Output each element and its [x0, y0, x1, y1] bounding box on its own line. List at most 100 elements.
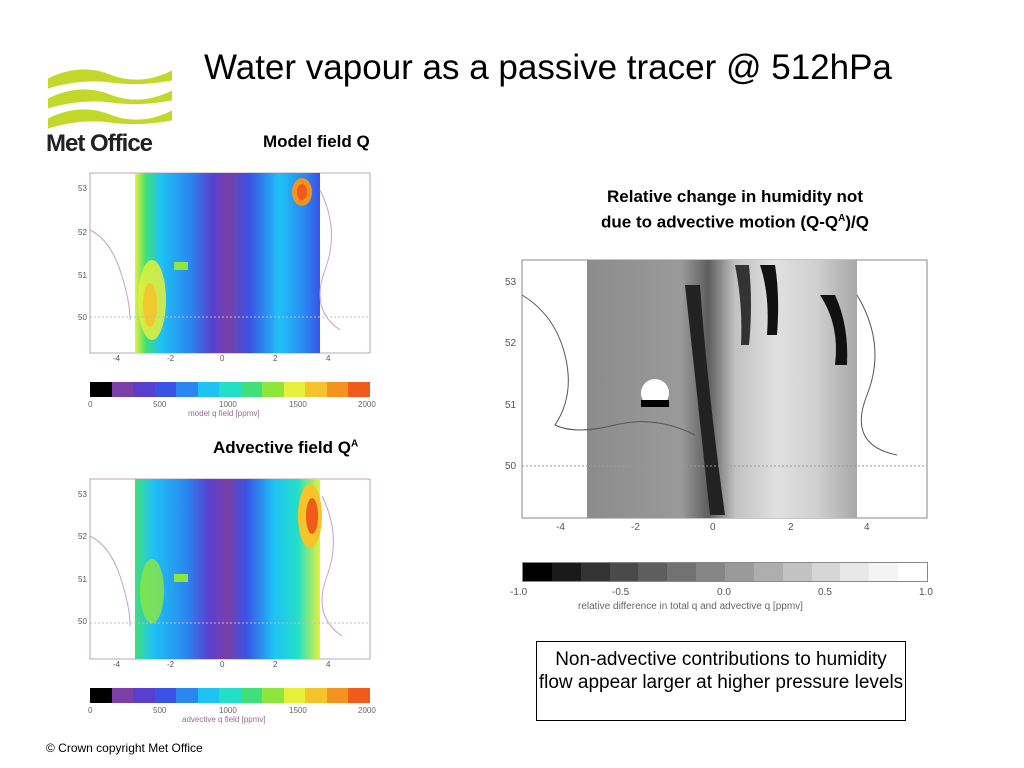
- logo-wordmark: Met Office: [46, 130, 153, 157]
- colorbar-swatch: [176, 688, 198, 703]
- colorbar-swatch: [638, 563, 668, 581]
- colorbar-swatch: [176, 382, 198, 397]
- colorbar-swatch: [326, 688, 349, 703]
- colorbar-swatch: [262, 382, 284, 397]
- colorbar-tick: 1.0: [919, 587, 933, 598]
- colorbar-swatches: [90, 688, 370, 703]
- lat-tick: 51: [78, 271, 87, 280]
- lon-tick: 4: [864, 522, 870, 533]
- colorbar-swatch: [305, 382, 327, 397]
- colorbar-tick: -1.0: [510, 587, 528, 598]
- lon-tick: 4: [326, 660, 331, 669]
- colorbar-swatch: [154, 688, 177, 703]
- colorbar-tick: 1000: [219, 400, 237, 409]
- lat-tick: 50: [505, 461, 517, 472]
- colorbar-swatch: [283, 382, 306, 397]
- model-colorbar: [90, 382, 370, 397]
- lat-tick: 52: [78, 228, 87, 237]
- colorbar-swatch: [154, 382, 177, 397]
- colorbar-tick: 0: [88, 706, 93, 715]
- slide-title: Water vapour as a passive tracer @ 512hP…: [204, 48, 892, 87]
- colorbar-swatch: [551, 563, 581, 581]
- colorbar-swatches: [523, 563, 928, 581]
- colorbar-swatch: [90, 382, 112, 397]
- advective-colorbar: [90, 688, 370, 703]
- relative-change-map: 53 52 51 50 -4 -2 0 2 4: [495, 255, 935, 545]
- colorbar-swatch: [219, 688, 241, 703]
- lon-tick: 2: [788, 522, 794, 533]
- colorbar-swatch: [898, 563, 928, 581]
- colorbar-swatch: [609, 563, 639, 581]
- colorbar-label: advective q field [ppmv]: [182, 715, 266, 724]
- colorbar-swatch: [197, 688, 220, 703]
- lon-tick: -2: [167, 354, 175, 363]
- lat-tick: 53: [78, 184, 87, 193]
- colorbar-swatch: [348, 688, 370, 703]
- lon-tick: 2: [273, 660, 278, 669]
- lon-tick: -4: [113, 354, 121, 363]
- colorbar-swatch: [133, 688, 155, 703]
- colorbar-swatch: [725, 563, 754, 581]
- colorbar-swatch: [90, 688, 112, 703]
- colorbar-label: model q field [ppmv]: [188, 409, 260, 418]
- lat-tick: 53: [78, 490, 87, 499]
- lat-tick: 51: [505, 400, 517, 411]
- colorbar-swatch: [133, 382, 155, 397]
- lat-tick: 53: [505, 277, 517, 288]
- lat-tick: 52: [505, 338, 517, 349]
- colorbar-swatches: [90, 382, 370, 397]
- colorbar-swatch: [869, 563, 899, 581]
- colorbar-swatch: [240, 382, 263, 397]
- model-field-map: 53 52 51 50 -4 -2 0 2 4: [70, 170, 380, 363]
- model-field-caption: Model field Q: [263, 132, 370, 151]
- lon-tick: 0: [220, 354, 225, 363]
- lon-tick: -4: [113, 660, 121, 669]
- lon-tick: -2: [631, 522, 640, 533]
- colorbar-swatch: [262, 688, 284, 703]
- colorbar-tick: 0.0: [717, 587, 731, 598]
- colorbar-swatch: [348, 382, 370, 397]
- colorbar-swatch: [326, 382, 349, 397]
- colorbar-swatch: [240, 688, 263, 703]
- colorbar-swatch: [111, 382, 134, 397]
- colorbar-tick: -0.5: [612, 587, 630, 598]
- lat-tick: 50: [78, 313, 87, 322]
- lon-tick: -2: [167, 660, 175, 669]
- colorbar-swatch: [753, 563, 783, 581]
- lat-tick: 50: [78, 617, 87, 626]
- colorbar-swatch: [523, 563, 552, 581]
- colorbar-swatch: [782, 563, 812, 581]
- colorbar-swatch: [283, 688, 306, 703]
- colorbar-swatch: [811, 563, 841, 581]
- colorbar-tick: 0.5: [818, 587, 832, 598]
- note-box: Non-advective contributions to humidity …: [536, 641, 906, 721]
- advective-field-map: 53 52 51 50 -4 -2 0 2 4: [70, 476, 380, 669]
- colorbar-tick: 1500: [289, 706, 307, 715]
- colorbar-tick: 500: [153, 400, 167, 409]
- lon-tick: 0: [220, 660, 225, 669]
- colorbar-tick: 1500: [289, 400, 307, 409]
- advective-field-caption: Advective field QA: [213, 438, 359, 457]
- colorbar-swatch: [840, 563, 870, 581]
- colorbar-tick: 2000: [358, 706, 376, 715]
- colorbar-swatch: [219, 382, 241, 397]
- copyright-footer: © Crown copyright Met Office: [46, 741, 203, 755]
- colorbar-tick: 500: [153, 706, 167, 715]
- colorbar-swatch: [696, 563, 726, 581]
- lon-tick: -4: [556, 522, 565, 533]
- lat-tick: 52: [78, 532, 87, 541]
- lon-tick: 4: [326, 354, 331, 363]
- relative-colorbar: [522, 562, 928, 582]
- colorbar-tick: 2000: [358, 400, 376, 409]
- colorbar-label: relative difference in total q and advec…: [578, 601, 803, 612]
- lon-tick: 0: [710, 522, 716, 533]
- colorbar-swatch: [111, 688, 134, 703]
- colorbar-tick: 1000: [219, 706, 237, 715]
- colorbar-tick: 0: [88, 400, 93, 409]
- relative-change-caption: Relative change in humidity not due to a…: [601, 187, 869, 232]
- colorbar-swatch: [580, 563, 610, 581]
- colorbar-swatch: [305, 688, 327, 703]
- lat-tick: 51: [78, 575, 87, 584]
- lon-tick: 2: [273, 354, 278, 363]
- met-office-logo-icon: [48, 69, 172, 129]
